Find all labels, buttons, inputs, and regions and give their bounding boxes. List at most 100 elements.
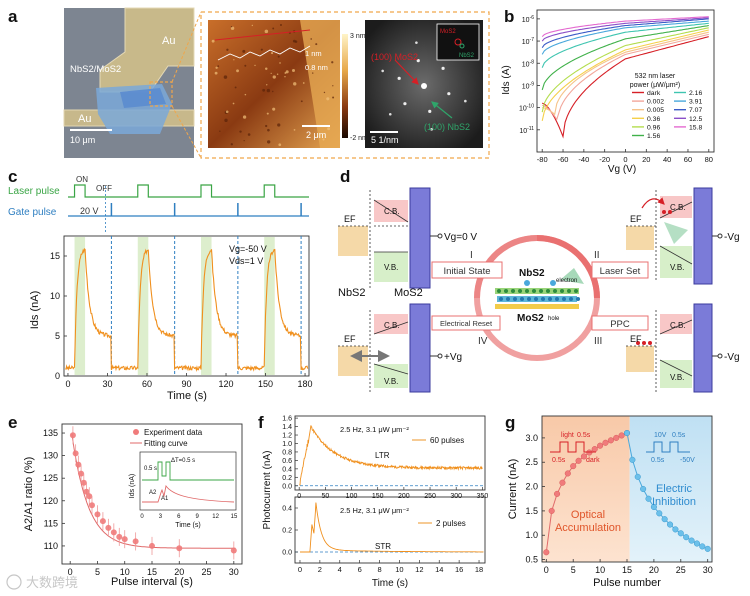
x-tick-label: 15: [622, 565, 632, 575]
accumulation-point: [575, 457, 582, 464]
on-label: ON: [76, 175, 88, 184]
label-au-top: Au: [162, 35, 175, 47]
diffraction-spot-outer: [381, 69, 384, 73]
f-bottom-condition: 2.5 Hz, 3.1 μW μm⁻²: [340, 506, 409, 515]
chart-e-ylabel: A2/A1 ratio (%): [23, 457, 35, 532]
series-3.91: [541, 20, 709, 55]
afm-grain: [236, 69, 239, 73]
top-y-tick-label: 0.4: [282, 466, 292, 473]
legend-label: 2.16: [689, 90, 702, 97]
y-tick-label: 3.0: [525, 433, 538, 443]
inset-a1: A1: [161, 496, 169, 502]
off-label: OFF: [96, 184, 112, 193]
afm-grain: [272, 90, 274, 93]
y-tick-label: 0.5: [525, 555, 538, 565]
x-tick-label: 150: [258, 379, 273, 389]
chart-b-xlabel: Vg (V): [608, 164, 636, 175]
inset-label-nbs2: NbS2: [459, 53, 475, 59]
ef-label-1: EF: [344, 214, 356, 224]
y-tick-label: 10-6: [522, 15, 534, 24]
x-tick-label: 10: [120, 567, 130, 577]
chart-f-plot: 0 50 100 150 200 250 300 3500.00.20.40.60.81.01…: [282, 416, 488, 574]
chart-g-plot: 0 5 10 15 20 25 30 0.5 1.0 1.5 2.0 2.5 3.0: [525, 429, 713, 575]
diffraction-spot-outer: [388, 112, 392, 116]
afm-grain: [244, 93, 247, 96]
atom-nbs2: [504, 289, 508, 293]
accumulation-point: [543, 549, 550, 556]
afm-grain: [277, 123, 281, 127]
bottom-x-tick-label: 0: [298, 565, 302, 574]
nbs2-label: NbS2: [338, 287, 366, 299]
afm-grain: [272, 75, 276, 79]
electron-label: electron: [556, 278, 577, 284]
afm-grain: [214, 71, 218, 75]
ltr-trace: [299, 425, 483, 486]
afm-grain: [326, 97, 330, 101]
y-tick-label: 1.0: [525, 530, 538, 540]
label-heterostructure: NbS2/MoS2: [70, 64, 121, 75]
optical-label-2: Accumulation: [555, 522, 621, 534]
panel-g: g 0 5 10 15 20 25 30 0.5 1.0 1.5 2.0 2.5 3.0 light 0…: [505, 413, 713, 589]
top-y-tick-label: 0.0: [282, 483, 292, 490]
afm-grain: [230, 25, 233, 28]
panel-c: c Laser pulse Gate pulse ON OFF 20 V 0 30…: [8, 167, 313, 402]
afm-grain: [315, 43, 318, 46]
x-tick-label: 30: [703, 565, 713, 575]
chart-f-xlabel: Time (s): [372, 578, 408, 589]
afm-grain: [277, 55, 280, 58]
watermark-logo-icon: [6, 574, 22, 590]
gate-pulse-schematic: [646, 441, 690, 453]
atom-mos2: [506, 297, 510, 301]
diffraction-spot-inner: [447, 92, 451, 96]
inhibition-line: [626, 432, 708, 550]
chart-e-xlabel: Pulse interval (s): [111, 576, 193, 588]
cb-label-1: C.B.: [384, 207, 400, 216]
afm-grain: [327, 127, 331, 131]
panel-letter-c: c: [8, 167, 17, 186]
top-x-tick-label: 200: [398, 493, 410, 500]
y-tick-label: 10-8: [522, 59, 534, 68]
x-tick-label: 60: [684, 155, 692, 164]
zoom-connector: [171, 11, 490, 159]
inhibition-point: [640, 485, 647, 493]
x-tick-label: 0: [544, 565, 549, 575]
afm-grain: [323, 91, 326, 94]
electric-label-2: Inhibition: [652, 496, 696, 508]
overlap-region: [120, 88, 166, 108]
ef-label-3: EF: [630, 334, 642, 344]
mvg-label-2: -Vg: [724, 232, 740, 243]
chart-e-legend: Experiment data Fitting curve: [130, 428, 203, 448]
afm-grain: [270, 72, 272, 75]
afm-grain: [223, 75, 228, 79]
afm-grain: [219, 130, 221, 132]
data-point: [86, 493, 93, 500]
atom-row: [497, 289, 580, 301]
band-diagram-laser-set: EF C.B. V.B. -Vg: [626, 187, 740, 285]
roman-2: II: [594, 250, 600, 261]
top-x-tick-label: 0: [297, 493, 301, 500]
accumulation-point: [554, 490, 561, 497]
series-dark: [542, 36, 709, 139]
label-0-8nm: 0.8 nm: [305, 63, 328, 72]
y-tick-label: 110: [44, 541, 58, 551]
accumulation-point: [602, 439, 609, 446]
y-tick-label: 120: [43, 496, 58, 506]
y-tick-label: 115: [44, 518, 58, 528]
atom-nbs2: [532, 289, 536, 293]
panel-a: a Au Au NbS2/MoS2 10 μm 1: [8, 7, 490, 159]
x-tick-label: 0: [68, 567, 73, 577]
atom-mos2: [576, 297, 580, 301]
x-tick-label: 40: [663, 155, 671, 164]
accumulation-point: [570, 463, 577, 470]
mvg-label-3: -Vg: [724, 352, 740, 363]
gate-voltage-label: 20 V: [80, 206, 99, 216]
y-tick-label: 0: [55, 371, 60, 381]
band-diagram-initial: EF C.B. V.B. Vg=0 V NbS2 MoS2: [338, 187, 477, 299]
x-tick-label: -60: [558, 155, 569, 164]
atom-nbs2: [546, 289, 550, 293]
accumulation-point: [548, 507, 555, 514]
atom-mos2: [534, 297, 538, 301]
top-y-tick-label: 0.2: [282, 475, 292, 482]
y-tick-label: 2.5: [525, 457, 538, 467]
